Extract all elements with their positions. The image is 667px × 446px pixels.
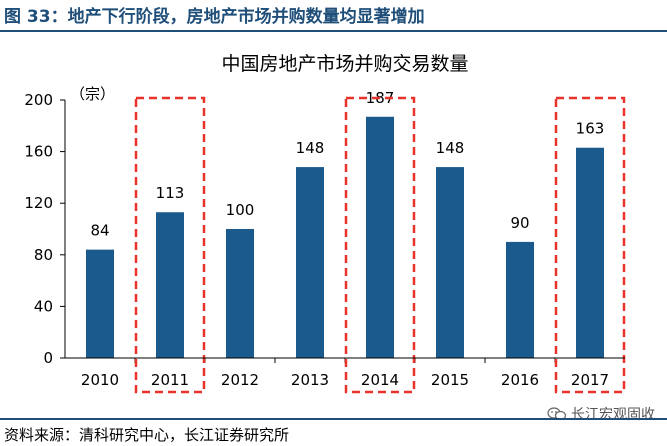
bar-2016 (506, 241, 534, 358)
x-tick-label: 2013 (291, 371, 329, 389)
x-tick-label: 2010 (81, 371, 119, 389)
highlight-box-2011 (134, 96, 206, 394)
source-note: 资料来源：清科研究中心，长江证券研究所 (4, 426, 290, 444)
watermark-text: 长江宏观固收 (571, 407, 655, 423)
chart-title: 中国房地产市场并购交易数量 (221, 53, 468, 75)
y-tick-label: 160 (24, 143, 53, 161)
data-label-2011: 113 (156, 184, 185, 202)
highlight-boxes (134, 96, 626, 394)
source-rule (0, 418, 667, 420)
y-tick-label: 80 (34, 246, 53, 264)
data-label-2016: 90 (510, 214, 529, 232)
bar-2013 (296, 167, 324, 358)
x-tick-label: 2015 (431, 371, 469, 389)
x-tick-label: 2011 (151, 371, 189, 389)
x-tick-label: 2012 (221, 371, 259, 389)
bar-2010 (86, 249, 114, 358)
bar-2015 (436, 167, 464, 358)
data-label-2010: 84 (90, 222, 109, 240)
figure-caption: 图 33：地产下行阶段，房地产市场并购数量均显著增加 (4, 7, 425, 27)
bar-2014 (366, 116, 394, 359)
data-label-2017: 163 (576, 120, 605, 138)
bar-series (86, 116, 604, 359)
highlight-box-2014 (344, 96, 416, 394)
caption-rule (0, 30, 667, 32)
x-tick-label: 2017 (571, 371, 609, 389)
data-label-2015: 148 (436, 139, 465, 157)
y-tick-label: 120 (24, 194, 53, 212)
y-tick-label: 200 (24, 91, 53, 109)
highlight-box-2017 (554, 96, 626, 394)
data-label-2012: 100 (226, 201, 255, 219)
bar-2011 (156, 212, 184, 358)
data-label-2013: 148 (296, 139, 325, 157)
y-axis-unit: （宗） (70, 85, 115, 103)
y-tick-label: 40 (34, 297, 53, 315)
y-tick-label: 0 (43, 349, 53, 367)
watermark: 长江宏观固收 (547, 404, 655, 424)
x-axis-ticks: 2010 2011 2012 2013 2014 2015 2016 2017 (81, 358, 609, 389)
bar-2012 (226, 229, 254, 358)
x-tick-label: 2014 (361, 371, 399, 389)
y-axis-ticks: 0 40 80 120 160 200 (24, 91, 65, 367)
bar-2017 (576, 147, 604, 358)
bar-chart: 中国房地产市场并购交易数量 （宗） 0 40 80 120 160 200 84 113 10… (24, 53, 626, 394)
x-tick-label: 2016 (501, 371, 539, 389)
